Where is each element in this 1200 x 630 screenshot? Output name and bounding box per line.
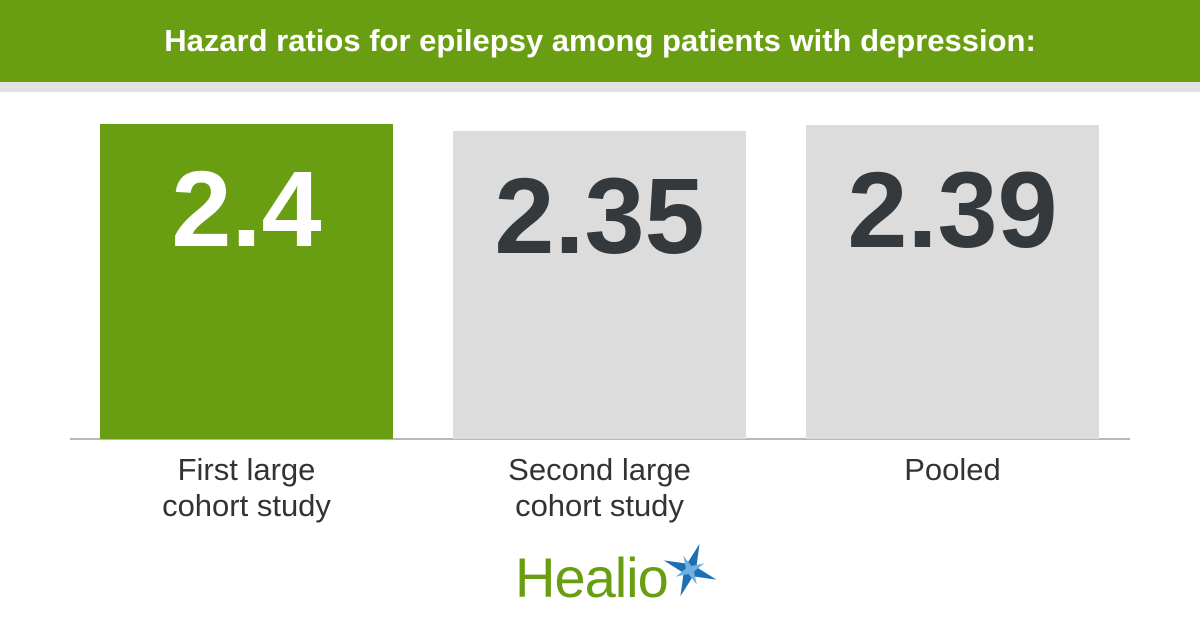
category-label: Pooled [904,452,1001,487]
category-label: First large cohort study [162,452,331,523]
bar [806,125,1099,439]
baseline [70,438,1130,440]
value-label: 2.39 [847,149,1058,271]
category-label: Second large cohort study [508,452,691,523]
logo-text: Healio [515,546,669,609]
bar [453,130,746,439]
bar [100,124,393,439]
value-label: 2.4 [171,148,322,269]
header-strip [0,82,1200,92]
header-band [0,0,1200,82]
logo-star [663,543,717,597]
chart-title: Hazard ratios for epilepsy among patient… [164,23,1036,58]
value-label: 2.35 [494,154,705,276]
